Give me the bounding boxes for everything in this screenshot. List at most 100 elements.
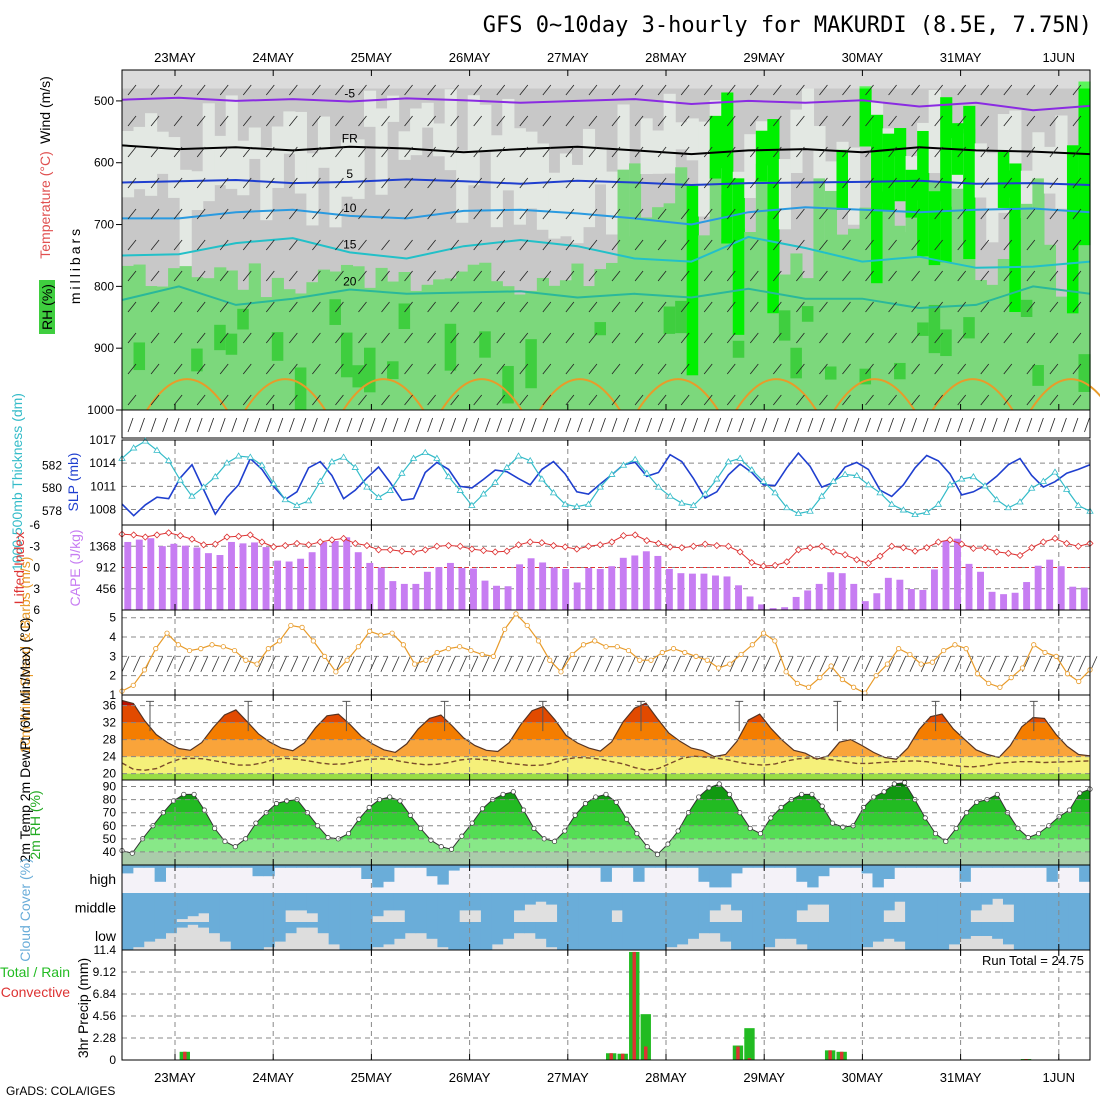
rh-cell-dry	[317, 116, 331, 168]
surface-barb	[807, 417, 814, 433]
wind10m-barb	[751, 656, 760, 672]
li-point	[1051, 534, 1059, 543]
day-label-bottom: 28MAY	[645, 1070, 687, 1085]
li-point	[176, 532, 184, 540]
rh-cell-wet	[928, 304, 941, 354]
wind-barb	[381, 239, 390, 251]
cloud-cell	[513, 865, 525, 868]
wind10m-point	[400, 642, 406, 648]
thickness-point	[479, 490, 488, 497]
wind-barb	[519, 177, 529, 189]
day-label-top: 26MAY	[449, 50, 491, 65]
y-tick-label: 600	[94, 156, 114, 170]
li-point	[375, 546, 383, 554]
wind-barb	[473, 394, 483, 406]
rh2m-point	[459, 833, 465, 839]
rh-cell-dry	[675, 122, 688, 150]
wind-barb	[450, 394, 459, 406]
wind-barb	[888, 84, 897, 96]
rh-cell-dry	[122, 130, 135, 198]
wind10m-barb	[965, 656, 974, 672]
li-point	[643, 537, 651, 545]
wind-barb	[980, 332, 990, 344]
cape-bar	[446, 562, 454, 610]
wind-barb	[450, 239, 459, 251]
wind-barb	[726, 84, 736, 96]
day-label-top: 24MAY	[252, 50, 294, 65]
wind-barb	[1003, 270, 1013, 282]
cloud-cell	[676, 865, 689, 868]
wind-barb	[934, 270, 943, 282]
cloud-cell	[633, 922, 645, 950]
wind10m-barb	[403, 656, 411, 672]
rh-cell-moist	[905, 170, 918, 410]
rh2m-point	[521, 807, 527, 813]
cloud-cell	[1046, 922, 1058, 950]
cloud-cell	[1079, 893, 1091, 922]
wind10m-point	[884, 661, 890, 667]
wind-barb	[496, 394, 506, 406]
wind-barb	[680, 177, 690, 189]
label-rh: RH (%)	[39, 284, 55, 330]
wind-barb	[519, 332, 529, 344]
wind-barb	[219, 363, 229, 375]
cloud-cell	[230, 865, 243, 868]
cape-bar	[562, 568, 570, 610]
rh-cell-dry	[848, 147, 861, 225]
wind10m-point	[963, 646, 969, 652]
wind10m-barb	[785, 656, 794, 672]
wind-barb	[588, 301, 598, 313]
cloud-cell	[524, 865, 536, 868]
cape-bar	[539, 562, 547, 610]
wind10m-point	[1053, 653, 1059, 659]
cloud-cell	[285, 922, 297, 934]
wind-barb	[473, 332, 483, 344]
wind-barb	[1072, 177, 1082, 189]
wind10m-barb	[279, 656, 287, 672]
thickness-point	[234, 452, 243, 459]
thickness-point	[526, 456, 534, 464]
thickness-point	[992, 495, 1001, 503]
rh-cell-wet	[940, 329, 953, 357]
cape-bar	[1069, 586, 1077, 610]
wind-barb	[427, 146, 436, 158]
rh2m-point	[418, 825, 424, 831]
cloud-cell	[665, 865, 678, 868]
wind-barb	[289, 84, 298, 96]
rh-cell-wet	[732, 340, 745, 358]
wind10m-barb	[583, 656, 591, 672]
rh-cell-dry	[352, 139, 365, 199]
cloud-cell	[839, 922, 852, 950]
wind10m-point	[265, 646, 271, 652]
day-label-top: 25MAY	[351, 50, 393, 65]
cloud-cell	[937, 865, 950, 868]
wind-barb	[1072, 363, 1082, 375]
cloud-cell	[176, 922, 188, 928]
wind-barb	[819, 208, 828, 220]
cape-tick-label: 1368	[89, 539, 116, 553]
wind-barb	[565, 115, 575, 127]
wind-barb	[542, 239, 552, 251]
wind-barb	[265, 363, 275, 375]
wind-barb	[1026, 208, 1036, 220]
cloud-cell	[448, 865, 460, 871]
cloud-cell	[546, 893, 558, 905]
wind-barb	[173, 84, 183, 96]
rh-cell-dry	[271, 126, 284, 188]
wind-barb	[634, 270, 644, 282]
wind10m-barb	[605, 656, 614, 672]
day-label-bottom: 23MAY	[154, 1070, 196, 1085]
thickness-line	[121, 440, 1091, 516]
precip-tick-label: 9.12	[93, 965, 117, 979]
cloud-cell	[426, 922, 438, 939]
rh-cell-dry	[156, 131, 169, 174]
wind10m-point	[580, 642, 587, 648]
cloud-cell	[741, 922, 754, 950]
cloud-cell	[1002, 922, 1015, 945]
cloud-cell	[535, 922, 547, 939]
wind-barb	[726, 208, 736, 220]
li-point	[444, 541, 453, 550]
rh2m-point	[891, 781, 897, 787]
cloud-cell	[317, 893, 330, 922]
wind10m-point	[806, 684, 812, 690]
